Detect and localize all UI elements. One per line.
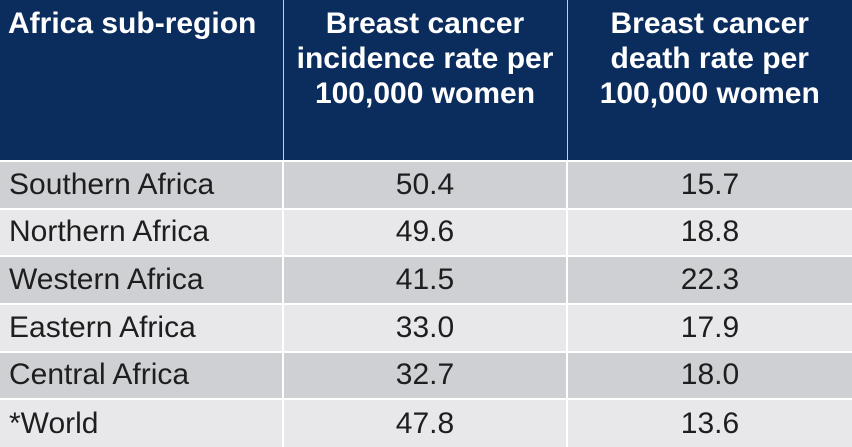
table-row: Central Africa 32.7 18.0 [0,350,852,400]
death-cell: 18.0 [567,350,852,400]
death-cell: 13.6 [567,398,852,447]
region-cell: Southern Africa [0,160,284,209]
region-cell: Eastern Africa [0,302,284,352]
header-row: Africa sub-region Breast cancer incidenc… [0,0,852,161]
incidence-cell: 41.5 [283,255,568,304]
death-cell: 18.8 [567,207,852,257]
incidence-cell: 47.8 [283,398,568,447]
region-cell: Central Africa [0,350,284,400]
death-cell: 15.7 [567,160,852,209]
table-row: *World 47.8 13.6 [0,398,852,447]
region-cell: Western Africa [0,255,284,304]
table-row: Western Africa 41.5 22.3 [0,255,852,304]
region-cell: Northern Africa [0,207,284,257]
column-header-death: Breast cancer death rate per 100,000 wom… [567,0,852,161]
table-row: Northern Africa 49.6 18.8 [0,207,852,257]
column-header-region: Africa sub-region [0,0,284,161]
incidence-cell: 50.4 [283,160,568,209]
death-cell: 22.3 [567,255,852,304]
region-cell: *World [0,398,284,447]
incidence-cell: 49.6 [283,207,568,257]
death-cell: 17.9 [567,302,852,352]
incidence-cell: 32.7 [283,350,568,400]
incidence-cell: 33.0 [283,302,568,352]
column-header-incidence: Breast cancer incidence rate per 100,000… [283,0,568,161]
table-row: Eastern Africa 33.0 17.9 [0,302,852,352]
table-row: Southern Africa 50.4 15.7 [0,160,852,209]
